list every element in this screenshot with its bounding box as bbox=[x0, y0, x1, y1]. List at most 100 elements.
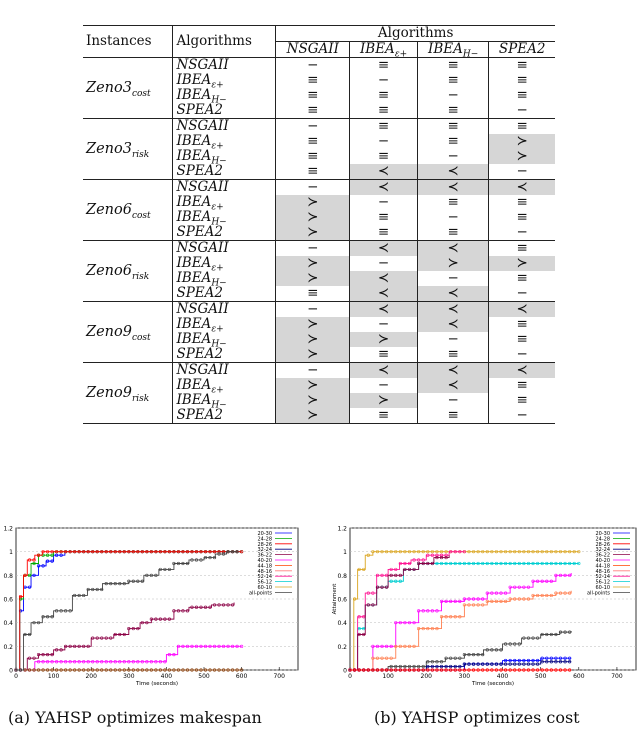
series-point bbox=[158, 550, 162, 554]
series-point bbox=[18, 668, 23, 672]
series-point bbox=[194, 550, 199, 554]
comparison-cell: − bbox=[349, 73, 418, 88]
series-point bbox=[458, 656, 462, 660]
series-point bbox=[91, 668, 95, 672]
series-point bbox=[444, 615, 448, 619]
series-point bbox=[158, 617, 162, 621]
series-point bbox=[394, 644, 398, 648]
series-point bbox=[203, 668, 208, 672]
series-point bbox=[77, 593, 81, 598]
series-point bbox=[55, 668, 59, 672]
series-point bbox=[453, 599, 457, 603]
series-point bbox=[449, 599, 453, 603]
series-point bbox=[145, 621, 149, 625]
series-point bbox=[217, 603, 221, 607]
y-tick-label: 1 bbox=[9, 549, 13, 556]
table-row: IBEAH− ≡ ≡ − ≻ bbox=[83, 149, 555, 166]
series-point bbox=[526, 636, 531, 640]
series-point bbox=[503, 591, 508, 595]
series-point bbox=[526, 585, 531, 589]
series-point bbox=[531, 579, 535, 583]
comparison-cell: − bbox=[349, 256, 418, 271]
series-point bbox=[366, 553, 370, 557]
legend-label: 28-26 bbox=[595, 542, 610, 548]
series-point bbox=[407, 567, 412, 572]
series-point bbox=[50, 660, 54, 664]
series-point bbox=[526, 561, 531, 566]
series-point bbox=[412, 664, 416, 669]
series-point bbox=[149, 660, 153, 664]
series-point bbox=[357, 615, 361, 619]
series-point bbox=[64, 660, 68, 664]
series-point bbox=[417, 550, 421, 554]
comparison-cell: ≻ bbox=[275, 210, 350, 225]
comparison-cell: ≡ bbox=[488, 393, 555, 408]
series-point bbox=[540, 579, 544, 583]
series-point bbox=[127, 626, 131, 631]
series-point bbox=[68, 609, 72, 613]
algorithm-label: SPEA2 bbox=[172, 103, 276, 119]
series-point bbox=[412, 621, 416, 625]
series-point bbox=[194, 558, 199, 562]
comparison-cell: ≺ bbox=[349, 362, 418, 378]
series-point bbox=[41, 615, 45, 619]
series-point bbox=[444, 561, 448, 566]
series-point bbox=[217, 668, 221, 672]
series-point bbox=[403, 561, 407, 566]
series-point bbox=[208, 555, 212, 560]
comparison-cell: − bbox=[349, 195, 418, 210]
series-point bbox=[131, 550, 135, 554]
series-point bbox=[95, 550, 99, 554]
series-point bbox=[554, 573, 558, 577]
legend-label: 36-22 bbox=[595, 553, 610, 559]
series-point bbox=[449, 668, 453, 672]
series-point bbox=[554, 660, 558, 664]
series-point bbox=[471, 561, 476, 566]
series-point bbox=[531, 662, 535, 666]
series-point bbox=[226, 603, 230, 607]
series-point bbox=[172, 609, 176, 613]
comparison-cell: − bbox=[275, 118, 350, 134]
series-point bbox=[194, 668, 199, 672]
legend-label: 56-12 bbox=[257, 580, 272, 586]
series-point bbox=[563, 668, 567, 672]
series-point bbox=[517, 597, 521, 601]
series-point bbox=[380, 573, 384, 577]
series-point bbox=[86, 668, 90, 672]
series-point bbox=[27, 632, 32, 637]
series-point bbox=[375, 573, 380, 577]
series-point bbox=[476, 668, 480, 672]
series-point bbox=[485, 591, 489, 595]
series-line bbox=[16, 551, 238, 671]
comparison-cell: ≺ bbox=[416, 317, 489, 332]
series-point bbox=[45, 615, 50, 619]
legend-label: 48-16 bbox=[257, 569, 272, 575]
series-point bbox=[467, 561, 471, 566]
series-point bbox=[86, 644, 90, 648]
series-point bbox=[50, 559, 54, 563]
comparison-cell: ≡ bbox=[275, 103, 350, 119]
series-point bbox=[221, 668, 226, 672]
series-point bbox=[208, 605, 212, 609]
instances-header: Instances bbox=[83, 25, 173, 58]
series-point bbox=[513, 597, 517, 601]
series-point bbox=[531, 593, 535, 598]
table-row: Zeno3risk NSGAII − ≡ ≡ ≡ bbox=[83, 118, 555, 180]
series-point bbox=[545, 561, 549, 566]
comparison-cell: ≡ bbox=[275, 134, 350, 149]
series-point bbox=[458, 550, 462, 554]
series-point bbox=[426, 550, 430, 554]
series-point bbox=[526, 662, 531, 666]
series-point bbox=[563, 550, 567, 554]
series-point bbox=[398, 664, 402, 669]
series-point bbox=[540, 660, 544, 664]
series-point bbox=[407, 644, 412, 648]
table-row: IBEAH− ≻ ≻ − ≡ bbox=[83, 393, 555, 410]
series-point bbox=[366, 668, 370, 672]
legend-label: 20-30 bbox=[257, 531, 272, 537]
series-point bbox=[23, 573, 27, 577]
series-point bbox=[439, 599, 444, 603]
series-point bbox=[167, 668, 172, 672]
comparison-cell: ≺ bbox=[416, 301, 489, 317]
series-point bbox=[485, 668, 489, 672]
